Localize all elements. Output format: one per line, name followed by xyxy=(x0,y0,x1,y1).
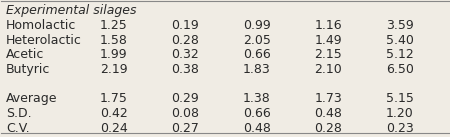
Text: 1.75: 1.75 xyxy=(100,92,128,105)
Text: Experimental silages: Experimental silages xyxy=(6,4,136,17)
Text: Acetic: Acetic xyxy=(6,48,44,61)
Text: 0.27: 0.27 xyxy=(171,122,199,135)
Text: 3.59: 3.59 xyxy=(386,19,414,32)
Text: Homolactic: Homolactic xyxy=(6,19,76,32)
Text: 0.99: 0.99 xyxy=(243,19,270,32)
Text: 0.24: 0.24 xyxy=(100,122,127,135)
Text: 0.19: 0.19 xyxy=(171,19,199,32)
Text: C.V.: C.V. xyxy=(6,122,30,135)
Text: 2.19: 2.19 xyxy=(100,63,127,76)
Text: Average: Average xyxy=(6,92,57,105)
Text: 1.25: 1.25 xyxy=(100,19,127,32)
Text: 0.28: 0.28 xyxy=(171,34,199,47)
Text: 0.42: 0.42 xyxy=(100,107,127,120)
Text: 0.66: 0.66 xyxy=(243,48,270,61)
Text: 6.50: 6.50 xyxy=(386,63,414,76)
Text: 0.32: 0.32 xyxy=(171,48,199,61)
Text: Heterolactic: Heterolactic xyxy=(6,34,82,47)
Text: 0.48: 0.48 xyxy=(243,122,271,135)
Text: 1.58: 1.58 xyxy=(100,34,128,47)
Text: 0.38: 0.38 xyxy=(171,63,199,76)
Text: 1.99: 1.99 xyxy=(100,48,127,61)
Text: 1.16: 1.16 xyxy=(315,19,342,32)
Text: 1.20: 1.20 xyxy=(386,107,414,120)
Text: 1.49: 1.49 xyxy=(315,34,342,47)
Text: 5.40: 5.40 xyxy=(386,34,414,47)
Text: 0.66: 0.66 xyxy=(243,107,270,120)
Text: 0.29: 0.29 xyxy=(171,92,199,105)
Text: 5.12: 5.12 xyxy=(386,48,414,61)
Text: 2.05: 2.05 xyxy=(243,34,271,47)
Text: 5.15: 5.15 xyxy=(386,92,414,105)
Text: 2.10: 2.10 xyxy=(315,63,342,76)
Text: 0.48: 0.48 xyxy=(315,107,342,120)
Text: 0.23: 0.23 xyxy=(386,122,414,135)
Text: S.D.: S.D. xyxy=(6,107,32,120)
Text: 2.15: 2.15 xyxy=(315,48,342,61)
Text: 0.28: 0.28 xyxy=(315,122,342,135)
Text: 1.73: 1.73 xyxy=(315,92,342,105)
Text: 0.08: 0.08 xyxy=(171,107,199,120)
Text: 1.38: 1.38 xyxy=(243,92,270,105)
Text: 1.83: 1.83 xyxy=(243,63,270,76)
Text: Butyric: Butyric xyxy=(6,63,50,76)
